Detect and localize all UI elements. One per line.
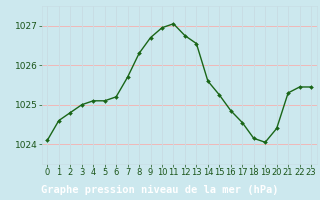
Text: Graphe pression niveau de la mer (hPa): Graphe pression niveau de la mer (hPa) (41, 185, 279, 195)
